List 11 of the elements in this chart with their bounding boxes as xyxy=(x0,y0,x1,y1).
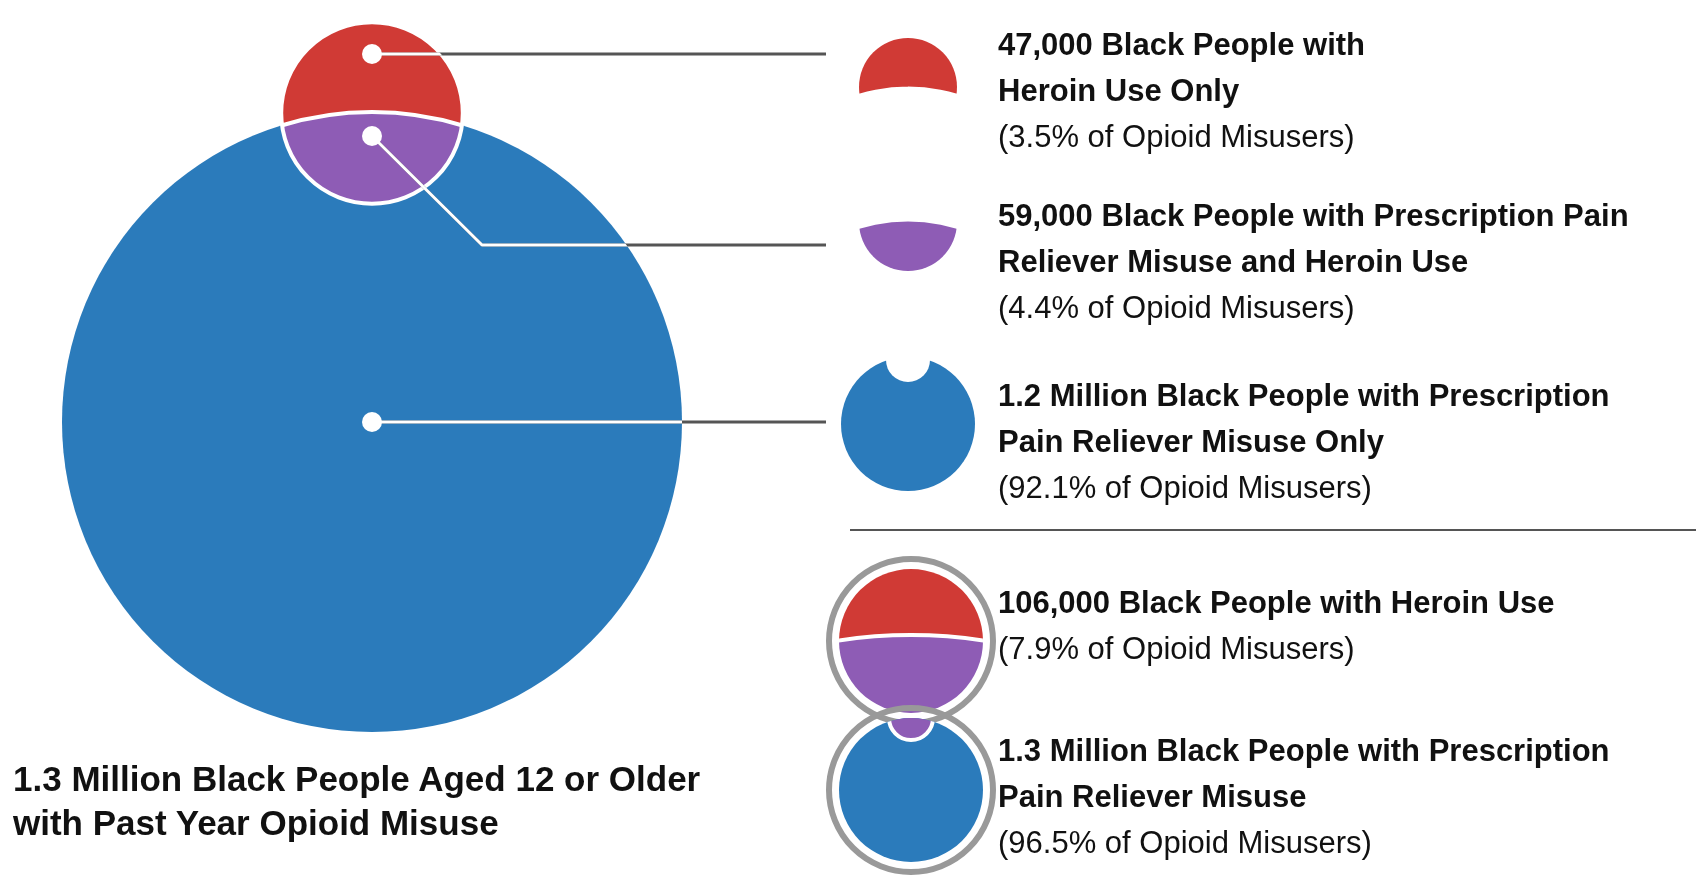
category-label: 1.2 Million Black People with Prescription Pain Reliever Misuse Only xyxy=(998,378,1610,459)
text: 1.3 Million Black People with Prescription Pain Reliever Misuse xyxy=(998,732,1611,816)
category-label: 59,000 Black People with Prescription Pain Reliever Misuse and Heroin Use xyxy=(998,198,1629,279)
data-label: (4.4% of Opioid Misusers) xyxy=(998,289,1356,327)
text: 1.3 Million Black People Aged 12 or Older with Past Year Opioid Misuse xyxy=(13,758,702,844)
data-label: (92.1% of Opioid Misusers) xyxy=(998,469,1373,507)
text: (7.9% of Opioid Misusers) xyxy=(998,630,1356,668)
data-label: (3.5% of Opioid Misusers) xyxy=(998,118,1356,156)
text: (96.5% of Opioid Misusers) xyxy=(998,824,1373,862)
category-label: 47,000 Black People with Heroin Use Only xyxy=(998,27,1366,108)
text: 106,000 Black People with Heroin Use xyxy=(998,584,1556,622)
